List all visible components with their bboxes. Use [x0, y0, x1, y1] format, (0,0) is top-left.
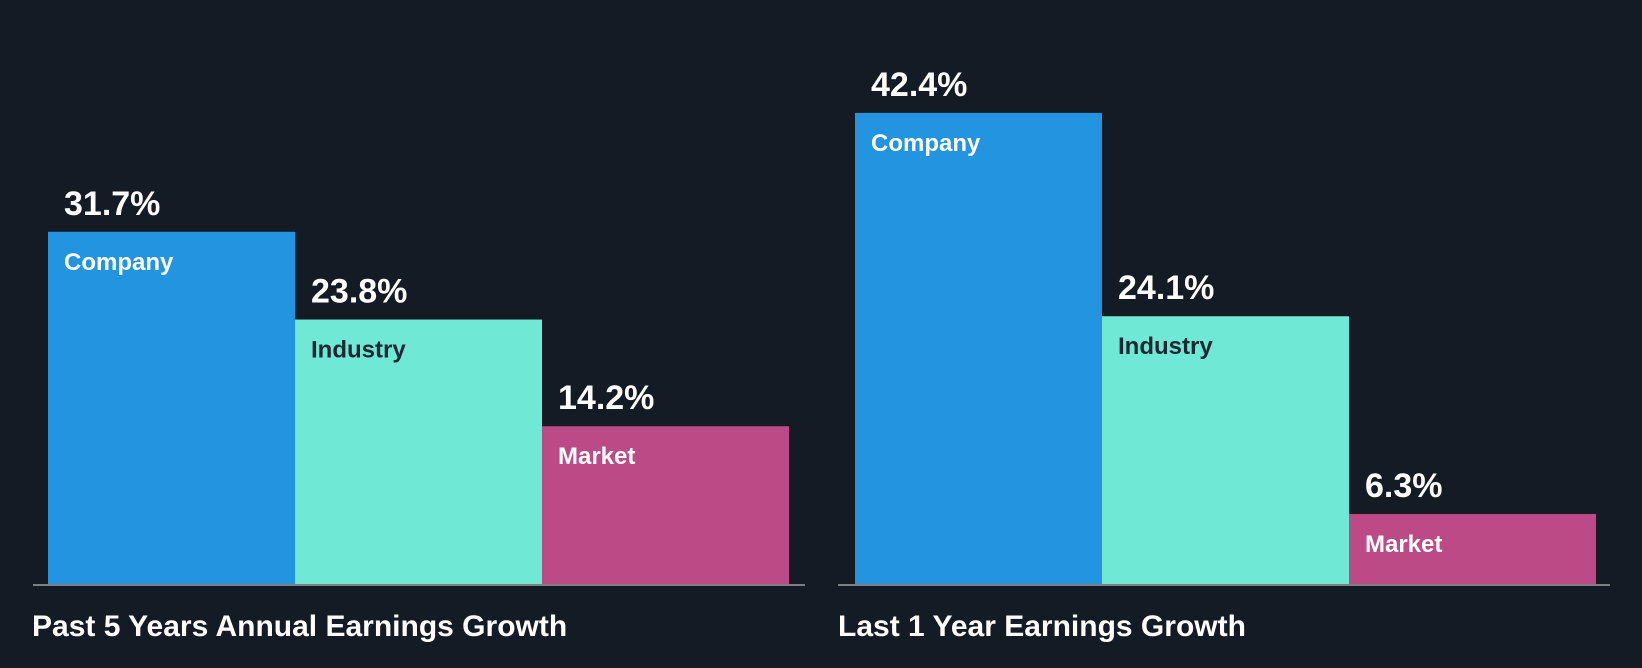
- category-label-company: Company: [871, 130, 981, 157]
- category-label-market: Market: [558, 443, 635, 470]
- category-label-industry: Industry: [1118, 333, 1213, 360]
- value-label-company: 31.7%: [64, 185, 160, 223]
- value-label-market: 6.3%: [1365, 467, 1443, 505]
- category-label-industry: Industry: [311, 337, 406, 364]
- bar-market: [542, 426, 789, 584]
- chart-panel-1: 31.7% Company 23.8% Industry 14.2% Market Past…: [32, 185, 805, 643]
- value-label-company: 42.4%: [871, 66, 967, 104]
- bar-company: [855, 112, 1102, 584]
- bar-industry: [1102, 316, 1349, 584]
- bar-market: [1349, 514, 1596, 584]
- chart-title: Last 1 Year Earnings Growth: [838, 610, 1246, 643]
- chart-panel-2: 42.4% Company 24.1% Industry 6.3% Market Last …: [838, 66, 1610, 643]
- value-label-industry: 24.1%: [1118, 269, 1214, 307]
- bar-company: [48, 231, 295, 584]
- bar-industry: [295, 319, 542, 584]
- value-label-industry: 23.8%: [311, 273, 407, 311]
- value-label-market: 14.2%: [558, 379, 654, 417]
- category-label-market: Market: [1365, 531, 1442, 558]
- chart-title: Past 5 Years Annual Earnings Growth: [32, 610, 567, 643]
- category-label-company: Company: [64, 249, 174, 276]
